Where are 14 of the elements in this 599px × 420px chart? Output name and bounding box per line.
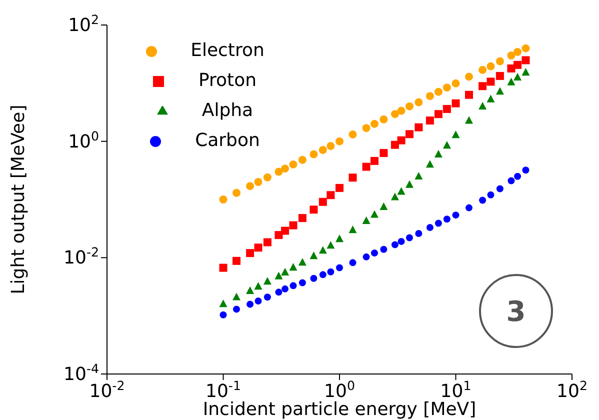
y-axis-title: Light output [MeVee]: [8, 104, 29, 294]
legend-label: Alpha: [202, 100, 254, 121]
legend-label: Proton: [198, 70, 257, 91]
x-tick-label: 10$^{-1}$: [206, 378, 241, 402]
y-tick-label: 10$^{2}$: [68, 12, 99, 36]
legend-label: Electron: [190, 40, 264, 61]
y-tick-label: 10$^{-2}$: [64, 244, 99, 269]
x-tick-label: 10$^{1}$: [440, 378, 472, 402]
x-axis-title: Incident particle energy [MeV]: [202, 399, 476, 420]
annotation: 3: [506, 295, 526, 328]
x-tick-label: 10$^{0}$: [324, 378, 355, 402]
y-tick-label: 10$^{0}$: [68, 128, 99, 152]
legend-label: Carbon: [195, 130, 260, 151]
x-tick-label: 10$^{2}$: [556, 378, 588, 402]
